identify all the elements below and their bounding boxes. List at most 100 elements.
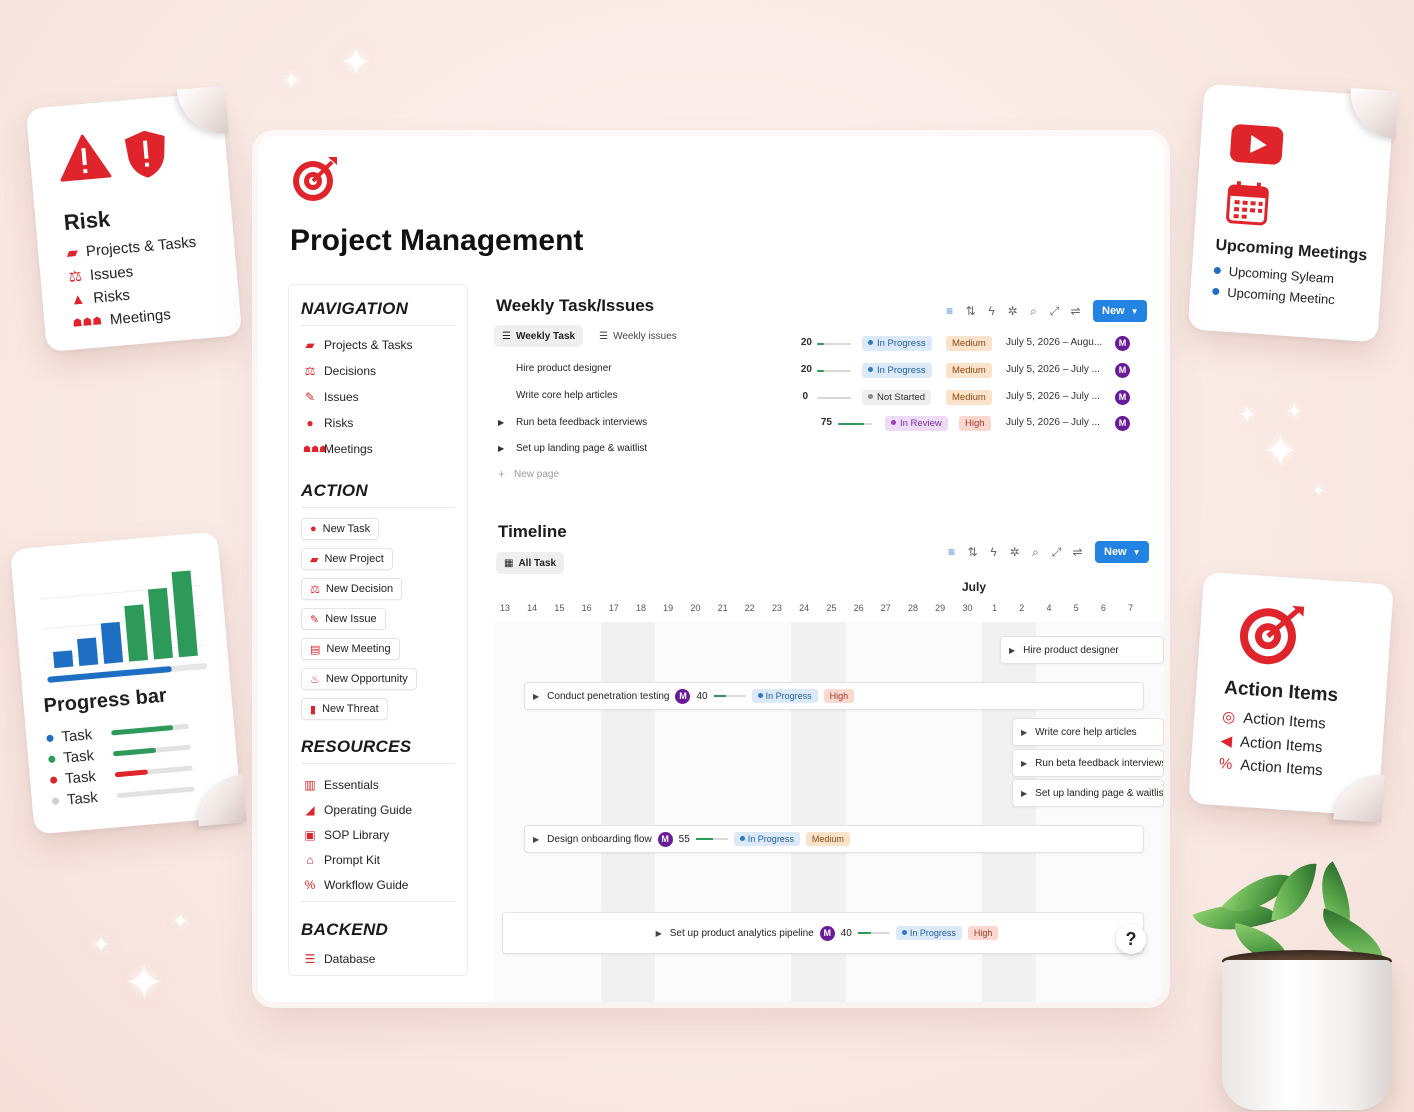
sidebar-item-sop-library[interactable]: ▣ SOP Library: [304, 827, 390, 842]
search-icon[interactable]: ⌕: [1032, 544, 1039, 559]
timeline-bar[interactable]: ▶ Run beta feedback interviews: [1012, 749, 1164, 777]
sidebar-item-database[interactable]: ☰ Database: [304, 952, 376, 966]
automation-icon[interactable]: ϟ: [988, 304, 995, 318]
megaphone-icon: ◀: [1219, 732, 1233, 750]
sidebar-item-risks[interactable]: ● Risks: [301, 410, 455, 436]
new-threat-button[interactable]: ▮ New Threat: [301, 698, 388, 720]
task-progress-fill: [112, 747, 157, 757]
book-icon: ▥: [304, 777, 316, 792]
expand-icon[interactable]: ⤢: [1049, 303, 1060, 318]
avatar: M: [1115, 390, 1130, 405]
action-card-list: ◎ Action Items ◀ Action Items % Action Item…: [1218, 707, 1380, 783]
expand-toggle-icon[interactable]: ▶: [533, 834, 540, 844]
timeline-day-label: 29: [935, 603, 946, 613]
page-title: Project Management: [290, 224, 584, 257]
expand-toggle-icon[interactable]: ▶: [498, 443, 505, 453]
risk-card-item: ☗☗☗ Meetings: [72, 306, 172, 330]
automation-icon[interactable]: ϟ: [990, 545, 997, 559]
timeline-day-label: 15: [554, 603, 565, 613]
tab-all-task[interactable]: ▦ All Task: [496, 552, 565, 574]
timeline-bar[interactable]: ▶ Set up product analytics pipeline M 40…: [502, 912, 1144, 954]
settings-icon[interactable]: ✲: [1009, 545, 1020, 559]
progress-value: 20: [800, 364, 812, 375]
expand-toggle-icon[interactable]: ▶: [655, 928, 662, 938]
avatar: M: [819, 925, 835, 941]
sparkle-icon: ✦: [92, 932, 111, 957]
expand-toggle-icon[interactable]: ▶: [1021, 788, 1028, 798]
expand-toggle-icon[interactable]: ▶: [1021, 727, 1028, 737]
task-label: Task: [60, 726, 93, 746]
briefcase-icon: ▰: [305, 338, 315, 352]
expand-toggle-icon[interactable]: ▶: [1009, 645, 1016, 655]
progress-value: 55: [678, 833, 690, 845]
sidebar-item-prompt-kit[interactable]: ⌂ Prompt Kit: [301, 847, 455, 872]
expand-icon[interactable]: ⤢: [1051, 544, 1062, 559]
sidebar-item-decisions[interactable]: ⚖ Decisions: [304, 364, 377, 378]
tab-weekly-issues[interactable]: ☰ Weekly issues: [599, 330, 677, 342]
timeline-day-label: 25: [826, 603, 837, 613]
timeline-bar[interactable]: ▶ Hire product designer: [1000, 636, 1164, 664]
table-row[interactable]: Hire product designer: [516, 362, 612, 374]
sidebar-item-workflow-guide[interactable]: % Workflow Guide: [304, 877, 409, 892]
timeline-bar[interactable]: ▶ Design onboarding flow M 55 In Progres…: [524, 825, 1144, 853]
timeline-bar[interactable]: ▶ Set up landing page & waitlist: [1012, 779, 1164, 807]
sort-icon[interactable]: ⇅: [965, 304, 976, 318]
risk-card-list: ▰ Projects & Tasks ⚖ Issues ▲ Risks ☗☗☗ Meet…: [66, 233, 203, 332]
settings-icon[interactable]: ✲: [1007, 304, 1018, 318]
new-opportunity-button[interactable]: ♨ New Opportunity: [301, 668, 417, 690]
search-icon[interactable]: ⌕: [1030, 303, 1037, 318]
tab-weekly-task[interactable]: ☰ Weekly Task: [494, 325, 584, 347]
wrench-icon: ✎: [310, 613, 320, 626]
expand-toggle-icon[interactable]: ▶: [498, 417, 505, 427]
options-icon[interactable]: ⇌: [1072, 545, 1083, 559]
task-progress-fill: [111, 725, 174, 736]
table-row[interactable]: ▶ Set up landing page & waitlist: [498, 442, 648, 454]
percent-icon: %: [1218, 755, 1233, 774]
avatar: M: [675, 688, 691, 704]
new-meeting-button[interactable]: ▤ New Meeting: [301, 638, 400, 660]
sort-icon[interactable]: ⇅: [967, 545, 978, 559]
calendar-icon: [1226, 181, 1269, 226]
home-icon: ⌂: [306, 852, 314, 867]
sidebar-item-meetings[interactable]: ☗☗☗ Meetings: [303, 442, 373, 456]
table-row[interactable]: ▶ Run beta feedback interviews: [498, 416, 648, 428]
sidebar: NAVIGATION ▰ Projects & Tasks ⚖ Decisions …: [288, 284, 468, 976]
progress-fill: [47, 666, 172, 683]
status-dot: [46, 734, 54, 743]
chart-bar: [171, 570, 198, 658]
action-card-item: ◎ Action Items: [1221, 708, 1327, 732]
table-row[interactable]: Write core help articles: [516, 389, 618, 401]
timeline-day-label: 19: [663, 603, 674, 613]
filter-icon[interactable]: ≡: [947, 545, 955, 559]
timeline-bar[interactable]: ▶ Conduct penetration testing M 40 In Pr…: [524, 682, 1144, 710]
new-project-button[interactable]: ▰ New Project: [301, 548, 393, 570]
new-task-button[interactable]: ● New Task: [301, 518, 380, 540]
sidebar-item-operating-guide[interactable]: ◢ Operating Guide: [301, 797, 455, 822]
status-dot: [51, 797, 60, 805]
timeline-new-button[interactable]: New ▼: [1095, 541, 1149, 563]
timeline-day-label: 30: [962, 603, 973, 613]
sidebar-item-issues[interactable]: ✎ Issues: [304, 390, 359, 404]
weekly-new-button[interactable]: New ▼: [1093, 300, 1147, 322]
new-decision-button[interactable]: ⚖ New Decision: [301, 578, 403, 600]
progress-bar: [713, 695, 746, 697]
database-icon: ☰: [304, 952, 316, 966]
expand-toggle-icon[interactable]: ▶: [1021, 758, 1028, 768]
timeline-bar[interactable]: ▶ Write core help articles: [1012, 718, 1164, 746]
filter-icon[interactable]: ≡: [945, 304, 953, 318]
priority-badge: High: [959, 416, 991, 431]
timeline-title: Timeline: [498, 522, 567, 541]
briefcase-icon: ▰: [65, 244, 79, 262]
chart-bar: [100, 621, 124, 664]
status-badge: In Progress: [862, 336, 932, 351]
sidebar-item-essentials[interactable]: ▥ Essentials: [304, 777, 379, 792]
nav-heading: BACKEND: [301, 920, 389, 939]
nav-section-navigation: NAVIGATION ▰ Projects & Tasks ⚖ Decisions …: [301, 299, 455, 462]
weekly-section-title: Weekly Task/Issues: [496, 296, 655, 315]
expand-toggle-icon[interactable]: ▶: [533, 691, 540, 701]
sidebar-item-projects-tasks[interactable]: ▰ Projects & Tasks: [301, 332, 455, 358]
help-button[interactable]: ?: [1116, 924, 1146, 954]
new-issue-button[interactable]: ✎ New Issue: [301, 608, 386, 630]
new-page-button[interactable]: + New page: [498, 467, 560, 481]
options-icon[interactable]: ⇌: [1070, 304, 1081, 318]
